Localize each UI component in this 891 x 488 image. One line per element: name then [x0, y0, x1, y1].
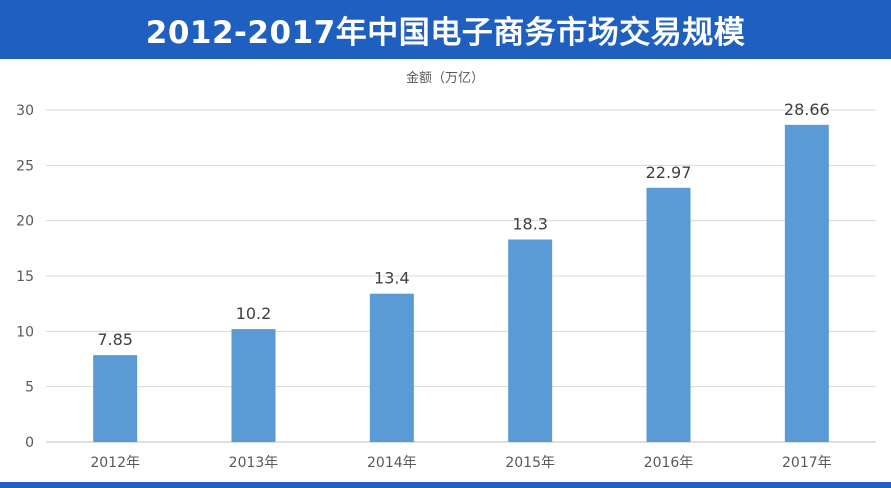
y-tick-label: 30 — [16, 103, 34, 119]
data-label: 10.2 — [236, 304, 272, 323]
x-tick-label: 2015年 — [505, 455, 555, 471]
data-label: 13.4 — [374, 269, 410, 288]
y-tick-label: 10 — [16, 324, 34, 340]
y-tick-label: 5 — [25, 380, 34, 396]
y-tick-label: 0 — [25, 435, 34, 451]
data-labels: 7.85 10.2 13.4 18.3 22.97 28.66 — [97, 100, 829, 349]
bottom-accent-bar — [0, 482, 891, 488]
bar — [231, 329, 276, 442]
bar — [508, 239, 553, 442]
gridlines — [46, 109, 876, 443]
y-tick-label: 15 — [16, 269, 34, 285]
x-tick-label: 2016年 — [644, 455, 694, 471]
y-tick-label: 20 — [16, 214, 34, 230]
x-tick-label: 2013年 — [229, 455, 279, 471]
data-label: 28.66 — [784, 100, 830, 119]
x-tick-label: 2012年 — [90, 455, 140, 471]
y-tick-label: 25 — [16, 158, 34, 174]
x-tick-label: 2017年 — [782, 455, 832, 471]
x-axis-ticks: 2012年 2013年 2014年 2015年 2016年 2017年 — [90, 455, 831, 471]
y-axis-ticks: 0 5 10 15 20 25 30 — [16, 103, 34, 451]
y-axis-label: 金额（万亿） — [406, 70, 484, 86]
chart-title: 2012-2017年中国电子商务市场交易规模 — [145, 15, 746, 51]
x-tick-label: 2014年 — [367, 455, 417, 471]
bar — [93, 355, 138, 442]
data-label: 7.85 — [97, 330, 133, 349]
bar — [784, 124, 829, 442]
chart-area: 7.85 10.2 13.4 18.3 22.97 28.66 0 5 10 15 20 25 30 … — [0, 59, 891, 481]
data-label: 18.3 — [512, 214, 548, 233]
title-banner: 2012-2017年中国电子商务市场交易规模 — [0, 0, 891, 59]
data-label: 22.97 — [646, 163, 692, 182]
bars — [93, 124, 829, 442]
bar — [369, 293, 414, 442]
bar — [646, 187, 691, 442]
